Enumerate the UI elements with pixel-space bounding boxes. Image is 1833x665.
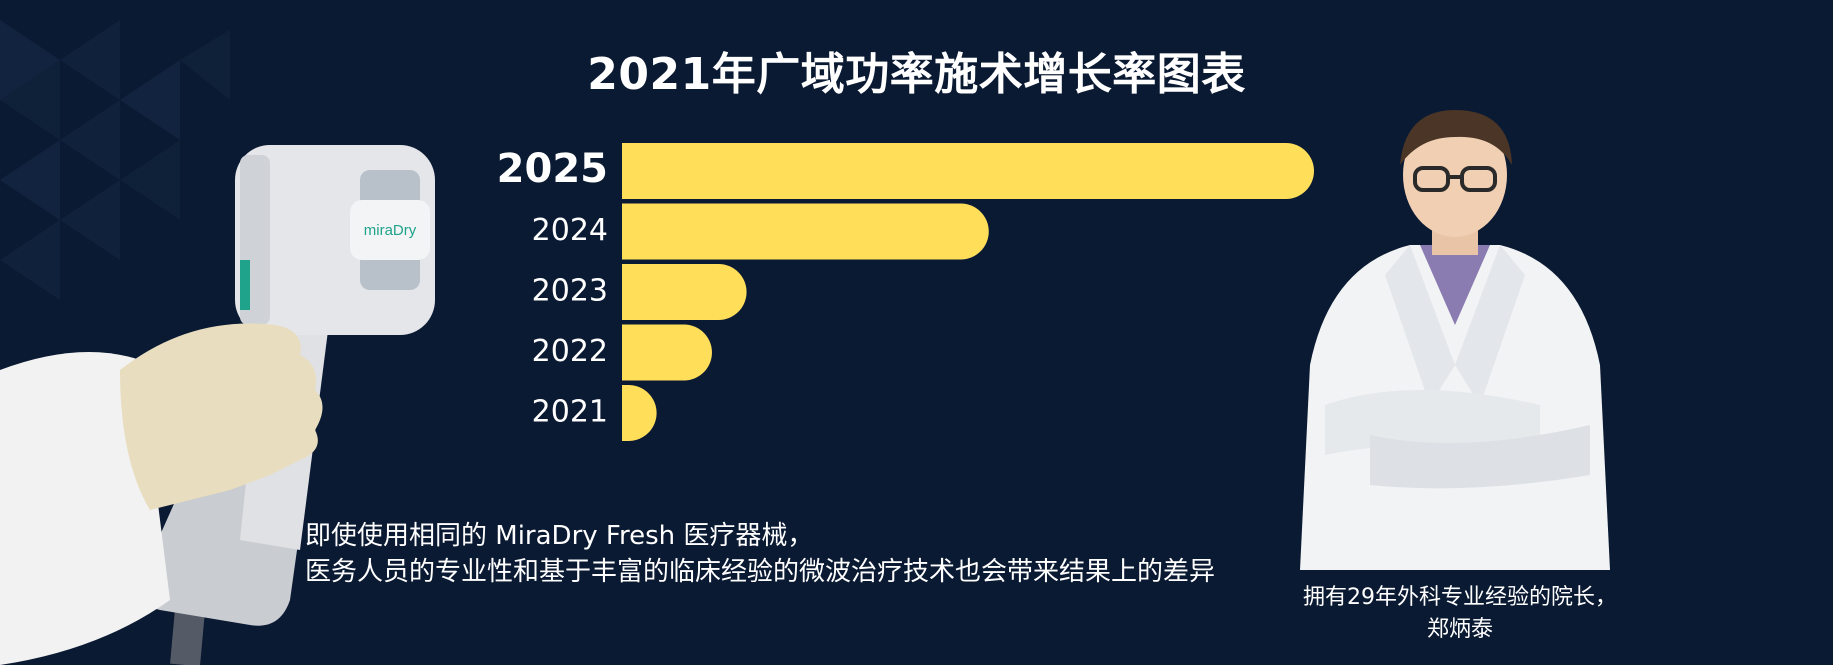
category-label-2024: 2024 bbox=[532, 213, 608, 248]
category-label-2022: 2022 bbox=[532, 334, 608, 369]
bar-2023 bbox=[622, 264, 747, 320]
bar-2022 bbox=[622, 324, 712, 381]
doctor-caption-line-1: 拥有29年外科专业经验的院长， bbox=[1303, 585, 1617, 610]
device-logo: miraDry bbox=[364, 222, 417, 239]
doctor-photo bbox=[1300, 110, 1610, 570]
background-pattern bbox=[0, 20, 230, 300]
category-label-2021: 2021 bbox=[532, 395, 608, 430]
category-label-2025: 2025 bbox=[497, 146, 608, 192]
bar-2021 bbox=[622, 385, 657, 442]
description-line-1: 即使使用相同的 MiraDry Fresh 医疗器械， bbox=[305, 521, 814, 551]
description-line-2: 医务人员的专业性和基于丰富的临床经验的微波治疗技术也会带来结果上的差异 bbox=[305, 557, 1216, 587]
description-text: 即使使用相同的 MiraDry Fresh 医疗器械， 医务人员的专业性和基于丰… bbox=[305, 518, 1215, 590]
miradry-device-image: miraDry bbox=[0, 145, 435, 665]
bar-2024 bbox=[622, 203, 989, 260]
doctor-caption: 拥有29年外科专业经验的院长， 郑炳泰 bbox=[1290, 582, 1630, 646]
chart-title: 2021年广域功率施术增长率图表 bbox=[587, 49, 1246, 100]
doctor-name: 郑炳泰 bbox=[1426, 617, 1493, 642]
bar-2025 bbox=[622, 143, 1314, 199]
category-label-2023: 2023 bbox=[532, 274, 608, 309]
